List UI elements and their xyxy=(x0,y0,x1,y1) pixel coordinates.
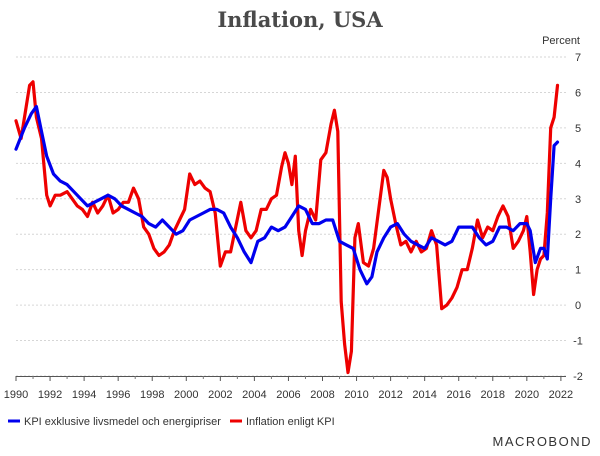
y-tick-label: 4 xyxy=(575,158,581,170)
y-axis-unit-label: Percent xyxy=(542,35,580,47)
x-tick-label: 1998 xyxy=(140,389,164,401)
x-tick-label: 1990 xyxy=(4,389,28,401)
x-tick-label: 2000 xyxy=(174,389,198,401)
chart-title: Inflation, USA xyxy=(217,7,383,32)
macrobond-logo-text: MACROBOND xyxy=(493,434,592,449)
y-tick-labels: -2 -1 0 1 2 3 4 5 6 7 xyxy=(573,52,583,383)
x-tick-label: 1996 xyxy=(106,389,130,401)
x-tick-label: 1992 xyxy=(38,389,62,401)
x-tick-label: 2008 xyxy=(310,389,334,401)
axes xyxy=(15,376,566,381)
legend-label-core-cpi: KPI exklusive livsmedel och energipriser xyxy=(24,416,221,428)
y-tick-label: 1 xyxy=(575,265,581,277)
y-tick-label: 0 xyxy=(575,300,581,312)
x-tick-label: 2012 xyxy=(378,389,402,401)
x-tick-label: 2022 xyxy=(549,389,573,401)
series-lines xyxy=(14,80,560,375)
y-tick-label: 2 xyxy=(575,229,581,241)
y-tick-label: -1 xyxy=(573,336,583,348)
legend: KPI exklusive livsmedel och energipriser… xyxy=(8,416,335,428)
y-tick-label: 3 xyxy=(575,194,581,206)
x-tick-label: 2014 xyxy=(412,389,436,401)
x-tick-labels: 1990 1992 1994 1996 1998 2000 2002 2004 2006 2008… xyxy=(4,389,573,401)
macrobond-logo: MACROBOND xyxy=(493,434,592,449)
x-tick-label: 1994 xyxy=(72,389,96,401)
series-line-cpi xyxy=(14,80,560,375)
x-tick-label: 2002 xyxy=(208,389,232,401)
x-tick-label: 2020 xyxy=(515,389,539,401)
series-line-core-cpi xyxy=(14,104,560,286)
y-tick-label: -2 xyxy=(573,371,583,383)
y-tick-label: 7 xyxy=(575,52,581,64)
y-tick-label: 6 xyxy=(575,87,581,99)
x-tick-label: 2004 xyxy=(242,389,266,401)
y-tick-label: 5 xyxy=(575,123,581,135)
x-tick-label: 2006 xyxy=(276,389,300,401)
x-tick-label: 2010 xyxy=(344,389,368,401)
legend-label-cpi: Inflation enligt KPI xyxy=(246,416,335,428)
x-tick-label: 2016 xyxy=(446,389,470,401)
x-tick-label: 2018 xyxy=(481,389,505,401)
